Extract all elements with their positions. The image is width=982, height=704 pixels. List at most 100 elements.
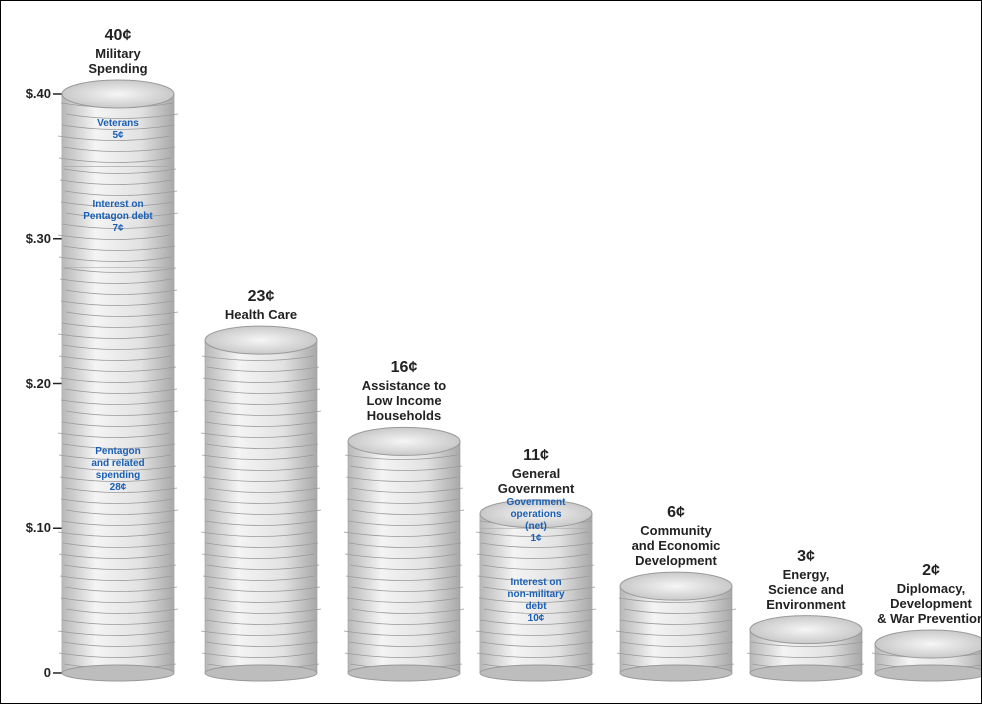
y-tick-label: $.20 [25,375,51,391]
coin-rim [479,619,593,625]
coin-rim [59,476,173,482]
segment-label: Pentagon and related spending [91,446,145,482]
coin-rim [203,498,317,504]
category-label: Community and Economic Development [631,523,721,569]
value-label: 16¢ [390,359,418,377]
coin-rim [206,366,320,372]
coin-rim [64,487,178,493]
coin-rim [59,377,173,383]
coin-rim [60,300,174,306]
coin-rim [478,597,592,603]
coin-bottom [479,664,593,682]
coin-rim [208,608,322,614]
coin-rim [63,267,177,273]
coin-rim [65,608,179,614]
coin-rim [63,564,177,570]
coin-stack [347,441,461,674]
coin-rim [618,597,732,603]
coin-rim [347,619,461,625]
coin-rim [61,520,175,526]
value-label: 23¢ [247,288,275,306]
coin-rim [64,586,178,592]
category-label: Health Care [224,307,298,323]
coin-rim [477,575,591,581]
coin-rim [61,322,175,328]
coin-bottom [61,664,175,682]
coin-rim [202,377,316,383]
segment-value-label: 28¢ [109,482,127,494]
coin-rim [62,344,176,350]
coin-rim [62,443,176,449]
coin-rim [351,608,465,614]
coin-top [479,499,593,529]
coin-stack [204,339,318,674]
coin-rim [346,498,460,504]
coin-rim [65,113,179,119]
coin-rim [58,454,172,460]
coin-rim [750,641,864,647]
coin-rim [200,630,314,636]
coin-bottom [874,664,981,682]
coin-rim [482,586,596,592]
segment-value-label: 1¢ [530,533,542,544]
y-tick-label: 0 [43,665,51,680]
coin-rim [205,443,319,449]
y-tick-label: $.40 [25,86,51,101]
coin-rim [483,608,597,614]
coin-rim [476,652,590,658]
coin-rim [62,542,176,548]
coin-rim [61,421,175,427]
coin-rim [58,355,172,361]
coin-rim [480,641,594,647]
coin-rim [59,575,173,581]
coin-bottom [204,664,318,682]
category-label: General Government [497,465,575,496]
coin-rim [343,630,457,636]
coin-rim [345,476,459,482]
segment-value-label: 10¢ [527,612,545,624]
segment-label: Interest on Pentagon debt [83,199,153,223]
coin-rim [65,212,179,218]
coin-rim [344,652,458,658]
coin-rim [345,575,459,581]
coin-bottom [347,664,461,682]
value-label: 11¢ [523,446,549,464]
coin-rim [343,531,457,537]
coin-rim [475,630,589,636]
coin-rim [615,630,729,636]
coin-rim [350,586,464,592]
coin-rim [349,465,463,471]
coin-rim [65,509,179,515]
coin-rim [61,223,175,229]
coin-rim [57,531,171,537]
coin-rim [480,542,594,548]
category-label: Assistance to Low Income Households [361,378,447,424]
coin-rim [57,135,171,141]
coin-rim [63,366,177,372]
coin-rim [62,146,176,152]
coin-rim [203,399,317,405]
coin-rim [205,641,319,647]
coin-rim [63,465,177,471]
coin-rim [349,564,463,570]
coin-rim [201,454,315,460]
coin-rim [64,289,178,295]
coin-bottom [749,664,863,682]
coin-rim [64,388,178,394]
segment-label: Government operations (net) [506,497,566,532]
coin-rim [202,575,316,581]
coin-bottom [619,664,733,682]
value-label: 2¢ [922,562,940,580]
coin-rim [60,201,174,207]
coin-rim [351,509,465,515]
coin-rim [57,333,171,339]
coin-rim [619,619,733,625]
coin-rim [201,553,315,559]
coin-rim [58,652,172,658]
coin-rim [347,520,461,526]
coin-rim [204,421,318,427]
coin-rim [208,410,322,416]
coin-rim [57,432,171,438]
coin-rim [204,520,318,526]
